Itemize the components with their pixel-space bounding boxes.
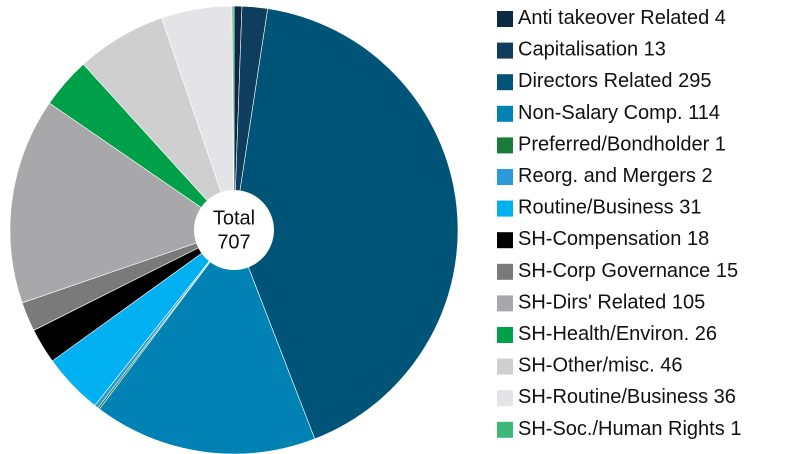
legend-value: 31 [679,197,701,219]
legend-value: 46 [660,355,682,377]
legend-swatch [497,200,513,217]
legend-name: Directors Related [518,70,673,92]
legend-value: 36 [714,386,736,408]
legend-value: 26 [695,323,717,345]
legend-entry: Preferred/Bondholder 1 [518,134,726,156]
legend-entry: Capitalisation 13 [518,39,666,61]
legend-name: SH-Dirs' Related [518,292,666,314]
legend-swatch [497,421,513,438]
legend-value: 1 [715,134,726,156]
legend-name: Routine/Business [518,197,674,219]
legend-name: Non-Salary Comp. [518,102,683,124]
legend-entry: Anti takeover Related 4 [518,7,726,29]
legend-value: 15 [716,260,738,282]
legend-entry: Routine/Business 31 [518,197,701,219]
legend-swatch [497,295,513,312]
pie-slice [99,229,316,454]
center-hole [194,190,274,270]
legend-name: SH-Health/Environ. [518,323,689,345]
legend-entry: SH-Corp Governance 15 [518,260,738,282]
legend-entry: SH-Other/misc. 46 [518,355,683,377]
legend-entry: SH-Soc./Human Rights 1 [518,418,741,440]
center-total: 707 [217,231,250,253]
legend-value: 114 [688,102,720,124]
legend-swatch [497,137,513,154]
legend-name: Anti takeover Related [518,7,709,29]
legend-name: SH-Compensation [518,228,681,250]
legend-swatch [497,358,513,375]
legend-name: Reorg. and Mergers [518,165,696,187]
legend-name: SH-Corp Governance [518,260,710,282]
legend-swatch [497,327,513,343]
legend-swatch [497,263,513,280]
legend-value: 18 [687,228,709,250]
legend-swatch [497,11,513,27]
pie-slice [9,102,235,304]
legend-entry: Directors Related 295 [518,70,711,92]
legend-name: Preferred/Bondholder [518,134,710,156]
legend-swatch [497,42,513,59]
legend-entry: SH-Health/Environ. 26 [518,323,717,345]
legend-value: 4 [715,7,726,29]
legend-value: 1 [730,418,741,440]
pie-slice [231,5,235,231]
legend-entry: SH-Dirs' Related 105 [518,292,705,314]
legend-value: 13 [644,39,666,61]
legend-value: 105 [672,292,705,314]
legend-value: 2 [701,165,712,187]
legend-name: SH-Soc./Human Rights [518,418,725,440]
legend-entry: Reorg. and Mergers 2 [518,165,713,187]
legend-name: Capitalisation [518,39,638,61]
legend-value: 295 [678,70,711,92]
legend-entry: Non-Salary Comp. 114 [518,102,720,124]
legend-name: SH-Routine/Business [518,386,708,408]
legend-swatch [497,74,513,91]
legend-swatch [497,390,513,407]
legend-entry: SH-Compensation 18 [518,228,709,250]
legend-swatch [497,169,513,185]
legend-name: SH-Other/misc. [518,355,655,377]
legend-swatch [497,105,513,122]
pie-slice [233,8,459,440]
legend-entry: SH-Routine/Business 36 [518,386,736,408]
center-label: Total [213,207,255,229]
legend-swatch [497,232,513,249]
